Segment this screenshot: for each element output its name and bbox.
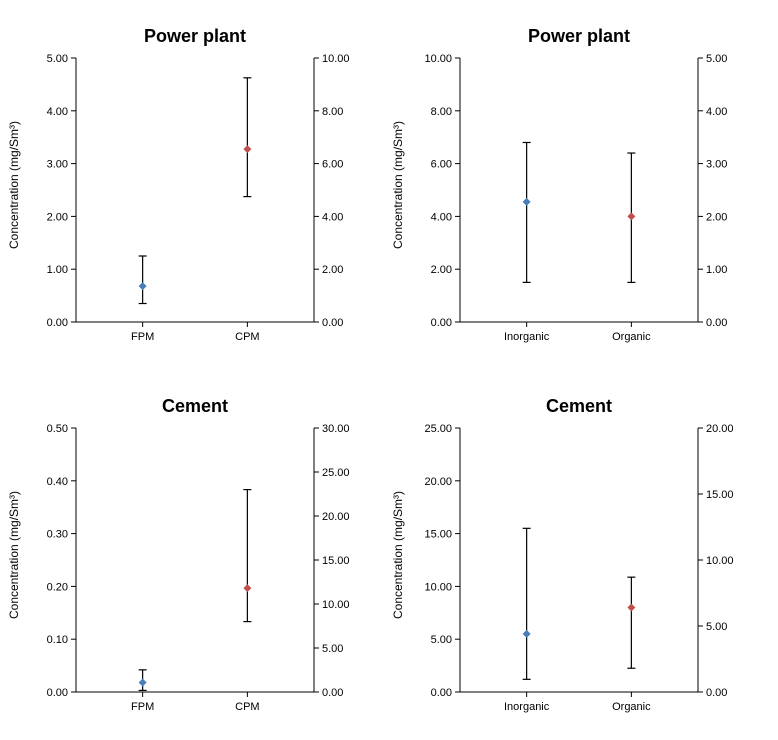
chart-title: Power plant [528, 26, 630, 46]
y-tick-left: 0.30 [47, 529, 68, 541]
data-marker [139, 282, 147, 290]
y-tick-right: 10.00 [706, 555, 734, 567]
chart-title: Cement [546, 396, 612, 416]
y-axis-label: Concentration (mg/Sm³) [7, 121, 21, 249]
chart-svg: Cement 0.00 0.10 0.20 0.30 0.40 0.50 0.00 5.00 10… [20, 390, 370, 720]
y-tick-right: 5.00 [322, 643, 343, 655]
y-tick-left: 1.00 [47, 264, 68, 276]
x-tick-label: Organic [612, 701, 651, 713]
y-axis-label: Concentration (mg/Sm³) [391, 121, 405, 249]
chart-title: Cement [162, 396, 228, 416]
chart-panel: Concentration (mg/Sm³)Cement0.000.100.20… [20, 390, 374, 720]
y-tick-left: 10.00 [424, 53, 452, 65]
data-marker [243, 145, 251, 153]
y-tick-right: 0.00 [706, 687, 727, 699]
x-tick-label: CPM [235, 701, 259, 713]
x-tick-label: FPM [131, 701, 154, 713]
y-tick-right: 2.00 [322, 264, 343, 276]
x-tick-label: Inorganic [504, 701, 550, 713]
chart-panel: Concentration (mg/Sm³)Power plant0.002.0… [404, 20, 758, 350]
y-tick-left: 3.00 [47, 159, 68, 171]
y-tick-right: 0.00 [322, 687, 343, 699]
y-tick-left: 0.00 [47, 317, 68, 329]
y-tick-right: 2.00 [706, 211, 727, 223]
chart-title: Power plant [144, 26, 246, 46]
y-tick-left: 25.00 [424, 423, 452, 435]
y-tick-left: 0.40 [47, 476, 68, 488]
y-tick-right: 4.00 [706, 106, 727, 118]
y-tick-right: 20.00 [322, 511, 350, 523]
data-marker [523, 630, 531, 638]
data-marker [139, 678, 147, 686]
y-tick-left: 15.00 [424, 529, 452, 541]
x-tick-label: CPM [235, 331, 259, 343]
y-tick-right: 20.00 [706, 423, 734, 435]
y-tick-right: 5.00 [706, 621, 727, 633]
data-marker [523, 198, 531, 206]
y-tick-right: 15.00 [322, 555, 350, 567]
y-tick-left: 2.00 [431, 264, 452, 276]
chart-svg: Power plant 0.00 2.00 4.00 6.00 8.00 10.00 0.00… [404, 20, 754, 350]
chart-svg: Power plant 0.00 1.00 2.00 3.00 4.00 5.00 0.00 2… [20, 20, 370, 350]
y-tick-left: 0.10 [47, 634, 68, 646]
x-tick-label: FPM [131, 331, 154, 343]
y-tick-right: 0.00 [706, 317, 727, 329]
y-tick-left: 10.00 [424, 581, 452, 593]
y-tick-left: 4.00 [47, 106, 68, 118]
chart-panel: Concentration (mg/Sm³)Cement0.005.0010.0… [404, 390, 758, 720]
y-tick-right: 10.00 [322, 599, 350, 611]
y-tick-right: 25.00 [322, 467, 350, 479]
y-tick-right: 1.00 [706, 264, 727, 276]
y-tick-right: 30.00 [322, 423, 350, 435]
x-tick-label: Organic [612, 331, 651, 343]
chart-svg: Cement 0.00 5.00 10.00 15.00 20.00 25.00 0.00 5.… [404, 390, 754, 720]
y-tick-right: 10.00 [322, 53, 350, 65]
y-tick-left: 0.00 [47, 687, 68, 699]
y-tick-left: 0.00 [431, 317, 452, 329]
y-axis-label: Concentration (mg/Sm³) [391, 491, 405, 619]
y-tick-right: 3.00 [706, 159, 727, 171]
y-tick-left: 5.00 [47, 53, 68, 65]
y-tick-right: 8.00 [322, 106, 343, 118]
y-tick-left: 4.00 [431, 211, 452, 223]
y-axis-label: Concentration (mg/Sm³) [7, 491, 21, 619]
y-tick-right: 4.00 [322, 211, 343, 223]
y-tick-right: 0.00 [322, 317, 343, 329]
y-tick-left: 20.00 [424, 476, 452, 488]
y-tick-left: 0.20 [47, 581, 68, 593]
y-tick-right: 6.00 [322, 159, 343, 171]
y-tick-left: 6.00 [431, 159, 452, 171]
y-tick-right: 15.00 [706, 489, 734, 501]
chart-panel: Concentration (mg/Sm³)Power plant0.001.0… [20, 20, 374, 350]
y-tick-left: 5.00 [431, 634, 452, 646]
y-tick-left: 0.00 [431, 687, 452, 699]
y-tick-left: 2.00 [47, 211, 68, 223]
x-tick-label: Inorganic [504, 331, 550, 343]
y-tick-left: 8.00 [431, 106, 452, 118]
y-tick-right: 5.00 [706, 53, 727, 65]
data-marker [627, 212, 635, 220]
data-marker [243, 584, 251, 592]
y-tick-left: 0.50 [47, 423, 68, 435]
data-marker [627, 604, 635, 612]
